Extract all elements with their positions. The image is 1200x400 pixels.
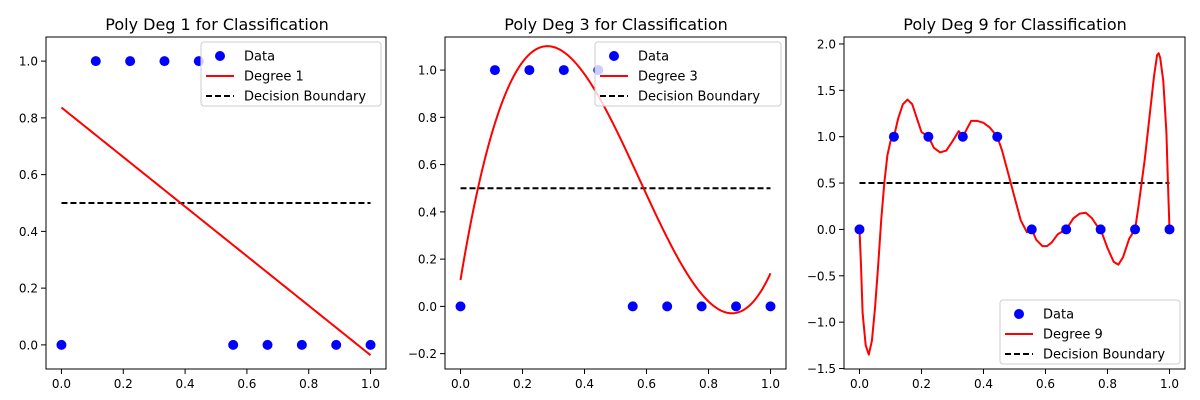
chart-1-legend-label-fit: Degree 1: [244, 70, 304, 85]
chart-3-y-tick-label: 1.0: [817, 130, 836, 144]
chart-1-y-tick-label: 0.2: [19, 282, 38, 296]
chart-3-legend-frame: [999, 299, 1181, 365]
chart-2-fit-line: [459, 45, 772, 315]
chart-3-data-point: [1061, 224, 1072, 235]
chart-3-y-tick-label: 2.0: [817, 37, 836, 51]
chart-3-data-point: [888, 131, 899, 142]
chart-3-data-point: [854, 224, 865, 235]
chart-3-data-point: [1130, 224, 1141, 235]
chart-2-x-tick-label: 0.6: [637, 377, 656, 391]
chart-1-x-tick-label: 0.4: [176, 377, 195, 391]
chart-2-y-tick-label: 0.8: [418, 111, 437, 125]
chart-3-data-point: [1026, 224, 1037, 235]
chart-2-y-tick-label: 0.6: [418, 158, 437, 172]
chart-3-x-tick-label: 0.6: [1036, 377, 1055, 391]
chart-3-legend-label-fit: Degree 9: [1043, 328, 1103, 343]
chart-1-legend-label-data: Data: [244, 50, 275, 65]
chart-3-legend: Data Degree 9 Decision Boundary: [999, 299, 1181, 365]
chart-3-data-point: [1095, 224, 1106, 235]
chart-2-legend-frame: [594, 41, 782, 107]
chart-1-data-point: [159, 56, 170, 67]
chart-1-y-tick-label: 0.0: [19, 338, 38, 352]
chart-1-axes: 0.0 0.2 0.4 0.6 0.8 1.0 0.0 0.2 0.4 0.6 0.8 1.0 Data…: [19, 36, 387, 391]
chart-1-data-point: [56, 339, 67, 350]
chart-2-data-point: [489, 65, 500, 76]
chart-3-x-tick-label: 0.2: [912, 377, 931, 391]
chart-1-x-tick-label: 0.0: [52, 377, 71, 391]
chart-1-y-tick-label: 0.6: [19, 168, 38, 182]
chart-2-axes: 0.0 0.2 0.4 0.6 0.8 1.0 −0.2 0.0 0.2 0.4 0.6 0.8 1.0…: [408, 36, 787, 391]
chart-3-legend-label-boundary: Decision Boundary: [1043, 348, 1165, 363]
chart-2-y-tick-label: 0.2: [418, 253, 437, 267]
chart-3-y-tick-label: 1.5: [817, 84, 836, 98]
chart-2-data-point: [731, 301, 742, 312]
chart-1-y-tick-label: 0.8: [19, 111, 38, 125]
chart-2-data-point: [558, 65, 569, 76]
chart-3-y-tick-label: 0.0: [817, 223, 836, 237]
chart-1-y-tick-label: 1.0: [19, 55, 38, 69]
chart-1-plot-frame: [45, 36, 387, 370]
chart-2-y-tick-label: 1.0: [418, 64, 437, 78]
chart-2-y-tick-label: −0.2: [408, 347, 437, 361]
chart-3-data-point: [957, 131, 968, 142]
chart-3-x-tick-label: 1.0: [1160, 377, 1179, 391]
chart-1-x-tick-label: 0.8: [299, 377, 318, 391]
chart-2-legend: Data Degree 3 Decision Boundary: [594, 41, 782, 107]
chart-1-y-tick-label: 0.4: [19, 225, 38, 239]
chart-1-data-point: [125, 56, 136, 67]
chart-2-data-point: [455, 301, 466, 312]
chart-3-y-tick-label: 0.5: [817, 177, 836, 191]
chart-1-legend-frame: [200, 41, 382, 107]
chart-2-legend-label-fit: Degree 3: [638, 70, 698, 85]
chart-2-legend-label-data: Data: [638, 50, 669, 65]
chart-2-y-tick-label: 0.0: [418, 300, 437, 314]
chart-3-legend-marker-data: [1014, 309, 1024, 319]
chart-2-data-point: [765, 301, 776, 312]
chart-1-legend-label-boundary: Decision Boundary: [244, 90, 366, 105]
chart-1-data-point: [296, 339, 307, 350]
chart-2-data-point: [627, 301, 638, 312]
chart-2-x-tick-label: 0.2: [513, 377, 532, 391]
chart-2-data-point: [662, 301, 673, 312]
chart-3-title: Poly Deg 9 for Classification: [903, 15, 1127, 34]
chart-1-legend: Data Degree 1 Decision Boundary: [200, 41, 382, 107]
chart-2-legend-marker-data: [609, 51, 619, 61]
chart-1-x-tick-label: 0.6: [237, 377, 256, 391]
chart-1-data-point: [331, 339, 342, 350]
chart-1-data-point: [90, 56, 101, 67]
chart-3-y-tick-label: −1.5: [807, 362, 836, 376]
chart-1-title: Poly Deg 1 for Classification: [105, 15, 329, 34]
chart-3-axes: 0.0 0.2 0.4 0.6 0.8 1.0 −1.5 −1.0 −0.5 0.0 0.5 1.0 1…: [807, 36, 1186, 391]
chart-2-x-tick-label: 0.4: [575, 377, 594, 391]
chart-2-x-tick-label: 0.8: [699, 377, 718, 391]
chart-2-x-tick-label: 0.0: [451, 377, 470, 391]
chart-3-data-point: [923, 131, 934, 142]
chart-2-data-point: [524, 65, 535, 76]
subplot-panels: 0.0 0.2 0.4 0.6 0.8 1.0 0.0 0.2 0.4 0.6 0.8 1.0 Data…: [19, 36, 1186, 391]
chart-3-data-point: [1164, 224, 1175, 235]
chart-3-y-tick-label: −1.0: [807, 316, 836, 330]
chart-1-data-point: [365, 339, 376, 350]
chart-2-y-tick-label: 0.4: [418, 205, 437, 219]
chart-3-x-tick-label: 0.4: [974, 377, 993, 391]
chart-1-fit-line: [60, 106, 372, 356]
chart-2-x-tick-label: 1.0: [761, 377, 780, 391]
chart-1-legend-marker-data: [215, 51, 225, 61]
chart-1-x-tick-label: 0.2: [114, 377, 133, 391]
chart-3-data-point: [992, 131, 1003, 142]
chart-3-y-tick-label: −0.5: [807, 269, 836, 283]
chart-3-legend-label-data: Data: [1043, 308, 1074, 323]
chart-1-data-point: [262, 339, 273, 350]
chart-2-title: Poly Deg 3 for Classification: [504, 15, 728, 34]
chart-1-data-point: [228, 339, 239, 350]
chart-3-plot-frame: [843, 36, 1186, 370]
chart-3-x-tick-label: 0.0: [850, 377, 869, 391]
chart-2-legend-label-boundary: Decision Boundary: [638, 90, 760, 105]
chart-1-x-tick-label: 1.0: [361, 377, 380, 391]
chart-2-plot-frame: [444, 36, 787, 370]
chart-2-data-point: [696, 301, 707, 312]
chart-3-x-tick-label: 0.8: [1098, 377, 1117, 391]
